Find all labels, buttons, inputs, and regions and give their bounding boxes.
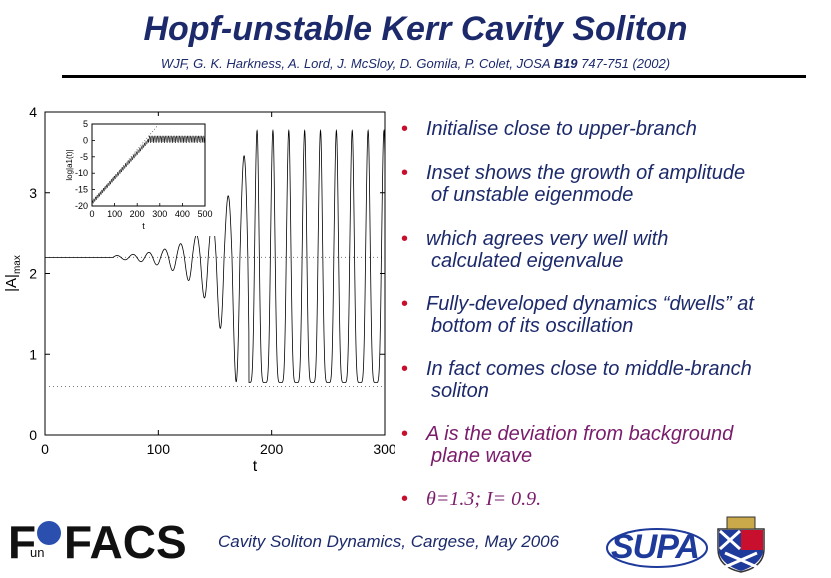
supa-logo: SUPA (605, 524, 710, 570)
supa-swoosh-icon (606, 528, 708, 568)
inset-y-tick-label: -20 (75, 201, 88, 211)
bullet-4: • Fully-developed dynamics “dwells” at b… (401, 293, 754, 337)
bullet-2: • Inset shows the growth of amplitude of… (401, 162, 745, 206)
x-tick-label: 200 (260, 441, 284, 457)
inset-y-tick-label: 5 (83, 119, 88, 129)
bullet-dot: • (401, 228, 409, 250)
x-tick-label: 0 (41, 441, 49, 457)
inset-x-tick-label: 400 (175, 209, 190, 219)
main-plot-svg: 0 100 200 300 0 1 2 3 4 t |A|max 0 100 200 300 400 500 5 0… (3, 104, 395, 475)
bullet-dot: • (401, 358, 409, 380)
bullet-dot: • (401, 162, 409, 184)
y-tick-label: 3 (29, 185, 37, 201)
university-crest-icon (715, 515, 767, 573)
bullet-5: • In fact comes close to middle-branch s… (401, 358, 752, 402)
x-axis-label: t (253, 458, 258, 475)
x-tick-label: 100 (147, 441, 171, 457)
inset-y-tick-label: -15 (75, 185, 88, 195)
inset-x-tick-label: 500 (197, 209, 212, 219)
bullet-7-formula: θ=1.3; I= 0.9. (426, 488, 542, 510)
x-tick-label: 300 (373, 441, 395, 457)
inset-y-axis-label: log|a1(t)| (65, 149, 74, 180)
y-tick-label: 2 (29, 266, 37, 282)
bullet-1: • Initialise close to upper-branch (401, 118, 697, 140)
bullet-6: • A is the deviation from background pla… (401, 423, 733, 467)
bullet-4-line1: Fully-developed dynamics “dwells” at (426, 293, 754, 315)
bullet-6-line2: plane wave (431, 445, 533, 467)
inset-frame (91, 123, 206, 207)
citation: WJF, G. K. Harkness, A. Lord, J. McSloy,… (0, 56, 831, 71)
bullet-7: • θ=1.3; I= 0.9. (401, 488, 541, 510)
inset-x-tick-label: 0 (89, 209, 94, 219)
inset-x-tick-label: 200 (130, 209, 145, 219)
bullet-dot: • (401, 118, 409, 140)
inset-x-tick-label: 300 (152, 209, 167, 219)
inset-background (60, 116, 220, 236)
inset-x-axis-label: t (142, 221, 145, 231)
bullet-4-line2: bottom of its oscillation (431, 315, 634, 337)
supa-wordmark: SUPA (611, 528, 700, 566)
y-axis-label: |A|max (3, 255, 23, 292)
y-tick-label: 0 (29, 427, 37, 443)
y-tick-label: 4 (29, 104, 37, 120)
citation-pages: 747-751 (2002) (577, 56, 671, 71)
title-divider (62, 75, 806, 78)
crest-shield-icon (717, 516, 765, 573)
bullet-1-text: Initialise close to upper-branch (426, 118, 697, 140)
bullet-5-line2: soliton (431, 380, 489, 402)
logo-letter-f: F (8, 516, 37, 568)
inset-growth-series-line (91, 135, 206, 204)
bullet-5-line1: In fact comes close to middle-branch (426, 358, 752, 380)
bullet-2-line1: Inset shows the growth of amplitude (426, 162, 746, 184)
main-plot: 0 100 200 300 0 1 2 3 4 t |A|max 0 100 200 300 400 500 5 0… (0, 90, 395, 480)
bullet-dot: • (401, 488, 409, 510)
logo-circle-icon (37, 521, 61, 545)
bullet-2-line2: of unstable eigenmode (431, 184, 634, 206)
citation-volume: B19 (553, 56, 578, 71)
inset-y-tick-label: -10 (75, 168, 88, 178)
bullet-3: • which agrees very well with calculated… (401, 228, 668, 272)
inset-y-tick-label: -5 (80, 152, 88, 162)
funfacs-logo: F un FACS (8, 515, 198, 570)
inset-eigenvalue-fit-line (91, 125, 158, 203)
y-axis-label-subscript: max (12, 255, 23, 274)
inset-y-tick-label: 0 (83, 135, 88, 145)
bullet-6-line1: A is the deviation from background (426, 423, 734, 445)
logo-un: un (30, 545, 45, 560)
bullet-dot: • (401, 293, 409, 315)
footer-text: Cavity Soliton Dynamics, Cargese, May 20… (218, 532, 560, 551)
bullet-3-line1: which agrees very well with (426, 228, 669, 250)
inset-x-tick-label: 100 (107, 209, 122, 219)
slide-title: Hopf-unstable Kerr Cavity Soliton (143, 10, 688, 48)
bullet-dot: • (401, 423, 409, 445)
bullet-3-line2: calculated eigenvalue (431, 250, 624, 272)
y-tick-label: 1 (29, 346, 37, 362)
citation-authors: WJF, G. K. Harkness, A. Lord, J. McSloy,… (160, 56, 554, 71)
logo-facs: FACS (64, 516, 187, 568)
amplitude-series-line (45, 129, 386, 383)
